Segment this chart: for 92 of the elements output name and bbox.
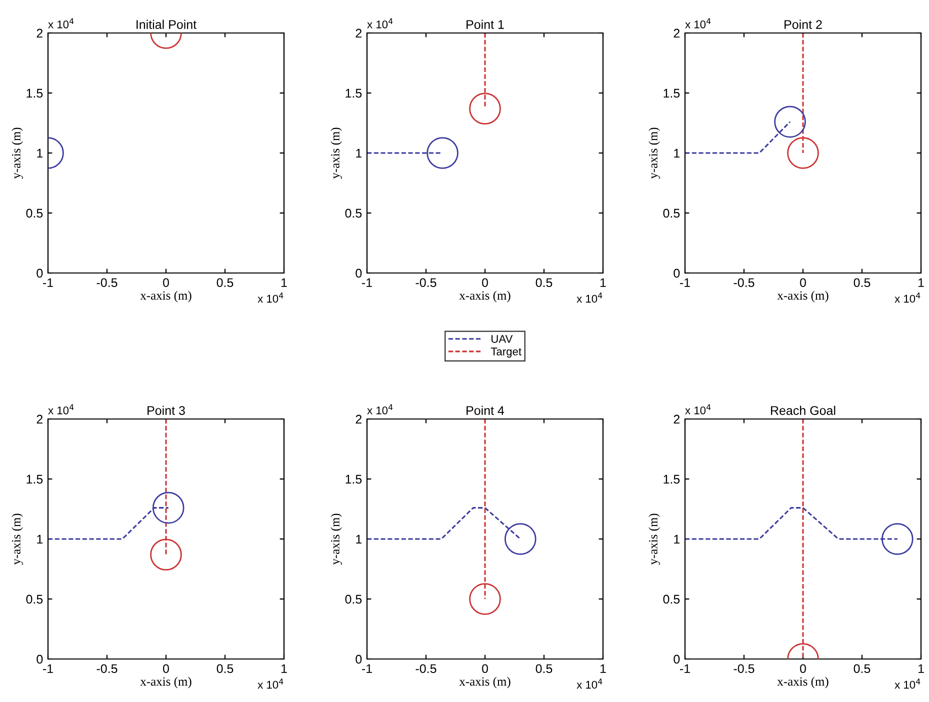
x-tick-label: 0 xyxy=(163,664,169,674)
x-tick-label: 0 xyxy=(800,278,806,288)
chart-title: Point 2 xyxy=(784,20,822,29)
x-axis-title: x-axis (m) xyxy=(140,290,192,302)
x-tick-label: 0.5 xyxy=(854,664,870,674)
chart-title: Point 1 xyxy=(466,20,504,29)
legend-label: Target xyxy=(490,348,522,358)
y-axis-title: y-axis (m) xyxy=(648,128,660,179)
x-axis-title: x-axis (m) xyxy=(777,290,828,302)
x-axis-title: x-axis (m) xyxy=(459,290,510,302)
text: x 10$^{4}$ xyxy=(48,404,74,414)
y-tick-label: 0 xyxy=(36,268,43,278)
chart-title: Initial Point xyxy=(136,20,196,29)
chart-title: Point 3 xyxy=(148,406,185,415)
x-tick-label: 1 xyxy=(281,664,287,673)
text: x 10$^{4}$ xyxy=(258,292,284,303)
x-tick-label: 1 xyxy=(918,278,924,287)
text: x 10$^{4}$ xyxy=(367,404,393,414)
y-tick-label: 1 xyxy=(356,534,362,544)
y-tick-label: 2 xyxy=(36,28,43,38)
x-tick-label: 0 xyxy=(163,278,169,288)
y-axis-title: y-axis (m) xyxy=(648,514,660,565)
y-tick-label: 0 xyxy=(356,654,362,664)
y-tick-label: 1.5 xyxy=(346,474,362,484)
x-tick-label: -1 xyxy=(680,278,690,287)
y-tick-label: 1 xyxy=(37,148,43,158)
x-tick-label: 0.5 xyxy=(536,278,552,288)
x-tick-label: -0.5 xyxy=(96,664,118,674)
x-tick-label: 0 xyxy=(800,664,806,674)
chart-title: Point 4 xyxy=(466,406,504,415)
y-tick-label: 0 xyxy=(674,268,680,278)
text: x 10$^{4}$ xyxy=(894,678,920,689)
x-tick-label: -1 xyxy=(362,664,372,673)
y-tick-label: 0.5 xyxy=(345,594,362,604)
x-axis-title: x-axis (m) xyxy=(140,676,192,688)
text: x 10$^{4}$ xyxy=(685,18,711,28)
x-axis-title: x-axis (m) xyxy=(459,676,510,688)
x-tick-label: 1 xyxy=(600,664,606,673)
y-tick-label: 0 xyxy=(674,654,680,664)
x-tick-label: 1 xyxy=(918,664,924,673)
y-tick-label: 1.5 xyxy=(346,88,362,98)
y-axis-title: y-axis (m) xyxy=(12,514,23,565)
y-tick-label: 2 xyxy=(356,28,362,38)
y-tick-label: 1 xyxy=(37,534,43,544)
y-tick-label: 2 xyxy=(674,28,680,38)
y-tick-label: 0 xyxy=(36,654,43,664)
text: x 10$^{4}$ xyxy=(576,678,602,689)
y-tick-label: 1.5 xyxy=(26,88,43,98)
x-tick-label: 0.5 xyxy=(216,664,234,674)
y-tick-label: 1 xyxy=(674,534,680,544)
x-tick-label: 0 xyxy=(482,664,488,674)
x-tick-label: -1 xyxy=(680,664,690,673)
text: x 10$^{4}$ xyxy=(258,678,284,689)
y-tick-label: 0.5 xyxy=(26,594,43,604)
text: x 10$^{4}$ xyxy=(367,18,393,28)
y-tick-label: 1 xyxy=(674,148,680,158)
y-tick-label: 0.5 xyxy=(663,594,680,604)
y-axis-title: y-axis (m) xyxy=(330,128,342,179)
y-tick-label: 2 xyxy=(674,414,680,424)
x-tick-label: 1 xyxy=(600,278,606,287)
x-tick-label: -1 xyxy=(43,278,53,287)
legend-label: UAV xyxy=(492,335,513,343)
text: x 10$^{4}$ xyxy=(894,292,920,303)
x-tick-label: -0.5 xyxy=(734,278,754,288)
x-tick-label: 1 xyxy=(281,278,287,287)
y-tick-label: 1.5 xyxy=(664,474,680,484)
x-tick-label: 0.5 xyxy=(536,664,552,674)
x-tick-label: -0.5 xyxy=(734,664,754,674)
x-axis-title: x-axis (m) xyxy=(777,676,828,688)
text: x 10$^{4}$ xyxy=(576,292,602,303)
x-tick-label: -0.5 xyxy=(416,278,436,288)
chart-title: Reach Goal xyxy=(771,406,836,415)
y-tick-label: 2 xyxy=(36,414,43,424)
x-tick-label: -1 xyxy=(43,664,53,673)
y-tick-label: 2 xyxy=(356,414,362,424)
x-tick-label: 0.5 xyxy=(854,278,870,288)
text: x 10$^{4}$ xyxy=(685,404,711,414)
text: x 10$^{4}$ xyxy=(48,18,74,28)
x-tick-label: -0.5 xyxy=(96,278,118,288)
y-tick-label: 1.5 xyxy=(26,474,43,484)
y-axis-title: y-axis (m) xyxy=(12,128,23,179)
y-axis-title: y-axis (m) xyxy=(330,514,342,565)
y-tick-label: 0.5 xyxy=(663,208,680,218)
y-tick-label: 0.5 xyxy=(345,208,362,218)
y-tick-label: 0 xyxy=(356,268,362,278)
y-tick-label: 0.5 xyxy=(26,208,43,218)
x-tick-label: 0.5 xyxy=(216,278,234,288)
y-tick-label: 1.5 xyxy=(664,88,680,98)
x-tick-label: -1 xyxy=(362,278,372,287)
x-tick-label: -0.5 xyxy=(416,664,436,674)
y-tick-label: 1 xyxy=(356,148,362,158)
x-tick-label: 0 xyxy=(482,278,488,288)
